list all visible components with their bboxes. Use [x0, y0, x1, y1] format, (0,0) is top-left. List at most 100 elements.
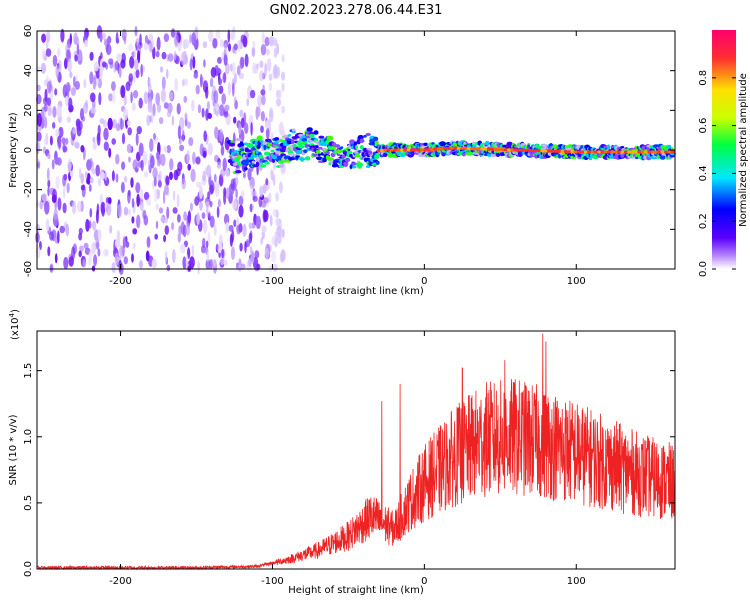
- noise-blob: [192, 151, 196, 165]
- noise-blob: [45, 218, 50, 232]
- snr-x-tick-label: 0: [421, 576, 427, 587]
- noise-blob: [65, 223, 70, 237]
- noise-blob: [137, 50, 141, 64]
- signal-band-mark: [233, 150, 239, 153]
- noise-blob: [75, 118, 81, 128]
- noise-blob: [179, 144, 185, 152]
- noise-blob: [120, 59, 126, 69]
- colorbar-label: Normalized spectral amplitude: [738, 73, 749, 227]
- signal-peak-mark: [537, 149, 542, 153]
- noise-blob: [187, 163, 191, 171]
- noise-blob: [273, 163, 276, 171]
- noise-blob: [40, 62, 47, 74]
- noise-blob: [227, 29, 231, 43]
- noise-blob: [175, 168, 181, 177]
- signal-band-mark: [258, 154, 264, 160]
- noise-blob: [65, 81, 71, 93]
- noise-blob: [233, 43, 238, 51]
- noise-blob: [207, 231, 211, 244]
- noise-blob: [131, 253, 134, 263]
- noise-blob: [149, 41, 153, 53]
- noise-blob: [281, 253, 285, 262]
- signal-peak-mark: [623, 150, 629, 154]
- noise-blob: [128, 73, 134, 83]
- signal-band-mark: [255, 161, 260, 167]
- noise-blob: [62, 202, 67, 214]
- noise-blob: [264, 120, 270, 128]
- noise-blob: [164, 184, 169, 196]
- noise-blob: [261, 225, 267, 233]
- noise-blob: [69, 71, 73, 79]
- noise-blob: [83, 79, 87, 89]
- noise-blob: [236, 65, 241, 76]
- noise-blob: [88, 250, 93, 258]
- noise-blob: [115, 173, 119, 183]
- noise-blob: [259, 60, 264, 69]
- signal-peak-mark: [570, 150, 575, 154]
- noise-blob: [109, 225, 113, 234]
- noise-blob: [138, 260, 143, 269]
- spectrogram-x-tick-label: -100: [261, 276, 284, 287]
- signal-peak-mark: [557, 149, 562, 153]
- colorbar-tick-label: 0.8: [698, 70, 709, 86]
- noise-blob: [152, 167, 158, 180]
- noise-blob: [64, 137, 69, 145]
- noise-blob: [90, 107, 96, 114]
- signal-band-mark: [355, 145, 358, 150]
- noise-blob: [205, 259, 211, 270]
- noise-blob: [232, 82, 235, 97]
- noise-blob: [117, 204, 122, 218]
- noise-blob: [271, 235, 276, 246]
- signal-peak-mark: [533, 149, 539, 153]
- noise-blob: [228, 43, 231, 52]
- signal-band-mark: [666, 144, 672, 150]
- noise-blob: [214, 126, 219, 139]
- noise-blob: [45, 31, 51, 43]
- signal-band-mark: [359, 145, 364, 150]
- noise-blob: [89, 208, 93, 218]
- signal-band-mark: [315, 150, 321, 154]
- noise-blob: [270, 168, 274, 181]
- noise-blob: [209, 201, 213, 208]
- noise-blob: [238, 205, 244, 218]
- signal-band-mark: [304, 143, 309, 148]
- noise-blob: [72, 127, 76, 135]
- noise-blob: [108, 147, 112, 158]
- noise-blob: [232, 26, 236, 40]
- noise-blob: [62, 145, 68, 153]
- signal-peak-mark: [440, 147, 445, 151]
- colorbar-tick-label: 0.2: [698, 213, 709, 229]
- noise-blob: [261, 32, 265, 44]
- noise-blob: [171, 115, 175, 126]
- noise-blob: [193, 72, 198, 79]
- noise-blob: [156, 36, 161, 51]
- signal-peak-mark: [620, 150, 625, 154]
- noise-blob: [177, 232, 181, 243]
- noise-blob: [149, 138, 154, 152]
- noise-blob: [281, 71, 286, 81]
- noise-blob: [74, 54, 78, 62]
- signal-band-mark: [382, 152, 388, 157]
- noise-blob: [216, 68, 222, 76]
- noise-blob: [151, 258, 157, 269]
- noise-blob: [209, 77, 214, 88]
- noise-blob: [163, 235, 167, 243]
- signal-peak-mark: [510, 148, 515, 152]
- noise-blob: [234, 96, 237, 103]
- noise-blob: [153, 176, 157, 187]
- noise-blob: [244, 53, 249, 67]
- noise-blob: [89, 177, 94, 184]
- signal-band-mark: [325, 150, 331, 155]
- signal-band-mark: [456, 152, 463, 156]
- noise-blob: [252, 195, 258, 202]
- noise-blob: [138, 97, 143, 109]
- noise-blob: [54, 88, 58, 96]
- noise-blob: [101, 203, 105, 217]
- noise-blob: [146, 198, 152, 206]
- signal-peak-mark: [490, 147, 495, 151]
- noise-blob: [81, 184, 86, 198]
- noise-blob: [143, 191, 150, 201]
- signal-peak-mark: [386, 148, 391, 152]
- signal-band-mark: [235, 170, 242, 174]
- noise-blob: [213, 224, 217, 236]
